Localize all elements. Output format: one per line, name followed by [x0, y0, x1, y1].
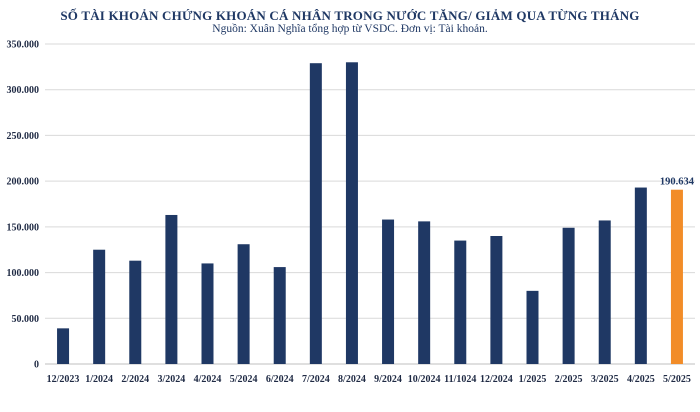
bar-6-2024 — [273, 267, 286, 364]
y-tick-label: 100.000 — [7, 268, 40, 279]
bar-2-2025 — [562, 227, 575, 364]
y-tick-label: 350.000 — [7, 40, 40, 51]
x-tick-label: 1/2025 — [519, 374, 547, 385]
x-tick-label: 12/2024 — [480, 374, 513, 385]
bar-1-2024 — [93, 249, 106, 364]
x-tick-label: 6/2024 — [266, 374, 294, 385]
x-tick-label: 9/2024 — [374, 374, 402, 385]
bar-12-2024 — [490, 236, 503, 364]
x-tick-label: 3/2024 — [157, 374, 185, 385]
bar-4-2025 — [634, 187, 647, 364]
bar-11-1024 — [454, 240, 467, 364]
bar-8-2024 — [345, 62, 358, 365]
x-tick-label: 4/2025 — [627, 374, 655, 385]
bar-3-2024 — [165, 214, 178, 364]
bar-3-2025 — [598, 220, 611, 364]
x-tick-label: 8/2024 — [338, 374, 366, 385]
y-tick-label: 50.000 — [12, 314, 40, 325]
x-tick-label: 10/2024 — [408, 374, 441, 385]
bar-10-2024 — [418, 221, 431, 364]
x-tick-label: 11/1024 — [444, 374, 476, 385]
x-tick-label: 1/2024 — [85, 374, 113, 385]
chart-title: SỐ TÀI KHOẢN CHỨNG KHOÁN CÁ NHÂN TRONG N… — [60, 8, 640, 23]
x-tick-label: 4/2024 — [194, 374, 222, 385]
x-tick-label: 5/2024 — [230, 374, 258, 385]
x-tick-label: 5/2025 — [663, 374, 691, 385]
bar-12-2023 — [57, 328, 70, 364]
chart-subtitle: Nguồn: Xuân Nghĩa tổng hợp từ VSDC. Đơn … — [212, 23, 488, 35]
x-tick-label: 3/2025 — [591, 374, 619, 385]
y-tick-label: 250.000 — [7, 131, 40, 142]
bar-5-2025 — [670, 189, 683, 364]
y-tick-label: 200.000 — [7, 177, 40, 188]
data-label: 190.634 — [660, 177, 695, 188]
y-tick-label: 0 — [34, 360, 39, 371]
x-tick-label: 7/2024 — [302, 374, 330, 385]
x-tick-label: 12/2023 — [47, 374, 80, 385]
bar-2-2024 — [129, 260, 142, 364]
bar-7-2024 — [309, 63, 322, 364]
bar-4-2024 — [201, 263, 214, 364]
bar-9-2024 — [382, 219, 395, 364]
y-tick-label: 150.000 — [7, 222, 40, 233]
bar-5-2024 — [237, 244, 250, 364]
x-tick-label: 2/2024 — [121, 374, 149, 385]
bar-1-2025 — [526, 290, 539, 364]
y-tick-label: 300.000 — [7, 85, 40, 96]
x-tick-label: 2/2025 — [555, 374, 583, 385]
